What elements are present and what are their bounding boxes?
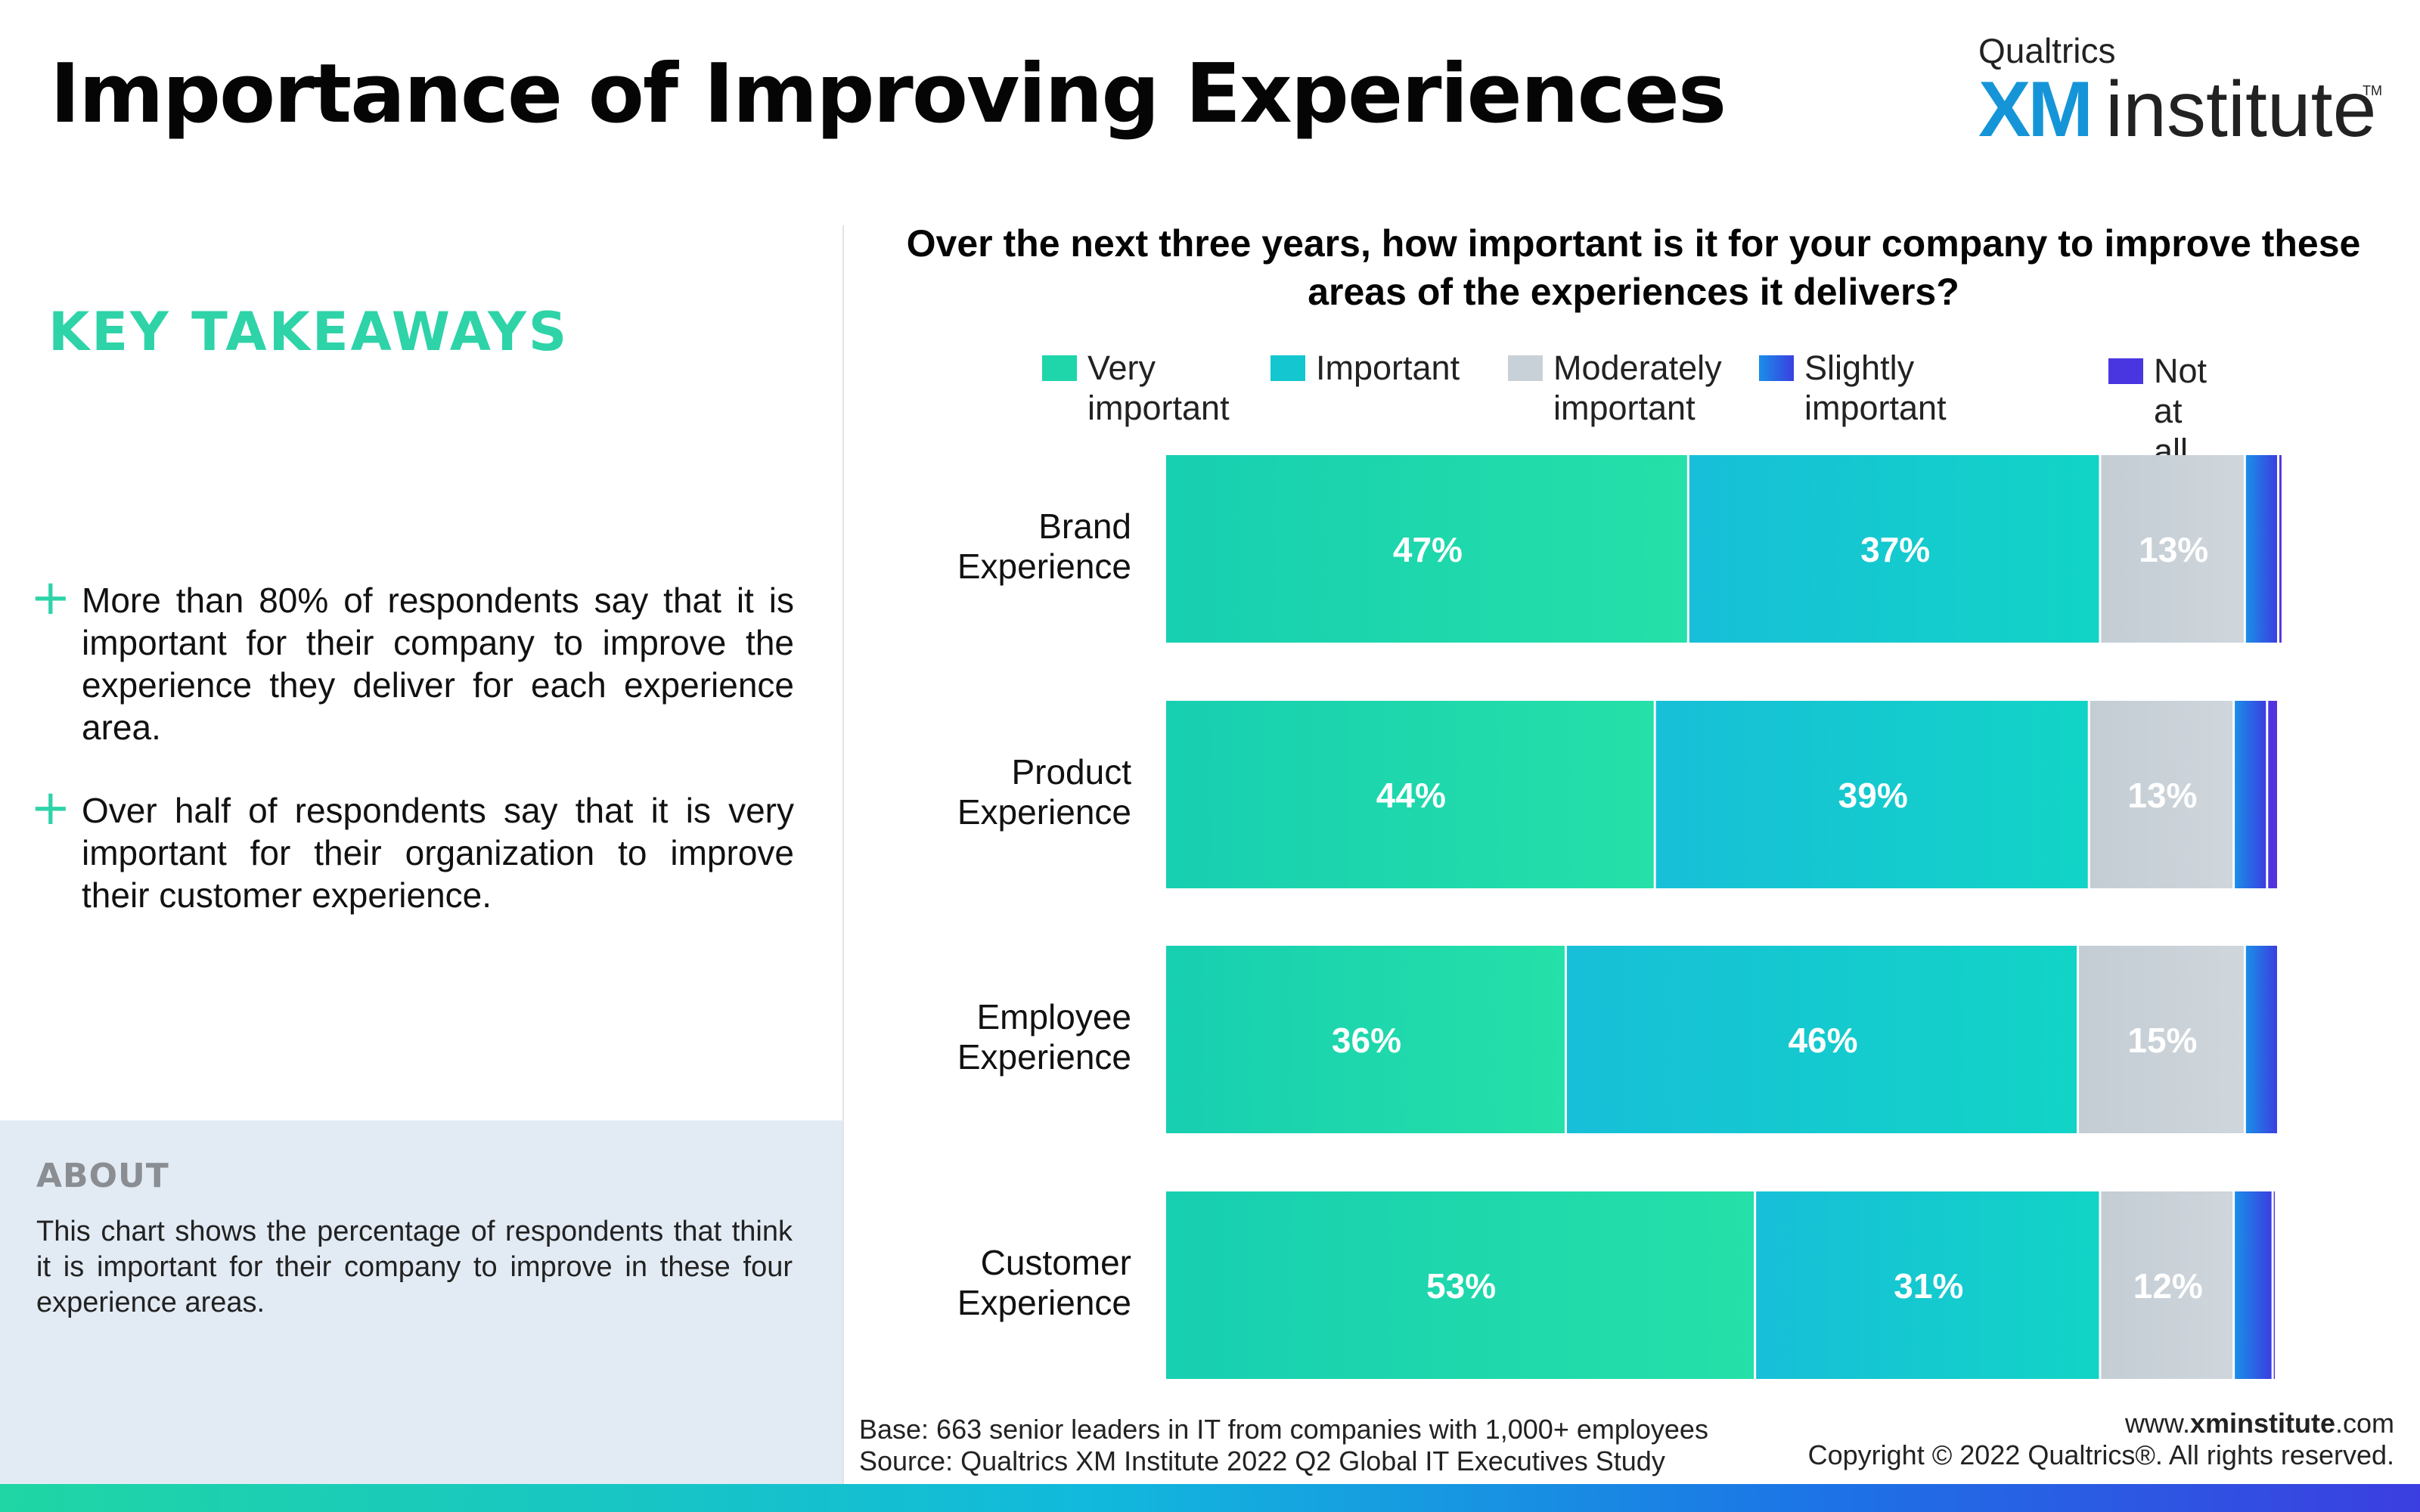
plus-icon: + [30, 780, 71, 836]
category-label: Brand Experience [957, 507, 1131, 586]
legend-swatch [1042, 355, 1077, 381]
xm-institute-logo: Qualtrics XM institute TM [1978, 30, 2382, 153]
legend-label: Very important [1087, 349, 1230, 427]
legend-item: Important [1270, 348, 1460, 388]
legend-label: Slightly important [1804, 349, 1947, 427]
takeaway-item: + More than 80% of respondents say that … [30, 570, 794, 748]
legend-swatch [2108, 358, 2143, 384]
takeaway-text: More than 80% of respondents say that it… [82, 581, 794, 747]
brand-gradient-strip [0, 1484, 2420, 1512]
bar-segment [1166, 1191, 1754, 1379]
bar-segment [1166, 946, 1565, 1133]
site-bold: xminstitute [2189, 1408, 2335, 1439]
legend-item: Moderately important [1508, 348, 1722, 428]
bar-value-label: 39% [1838, 776, 1908, 815]
bar-value-label: 13% [2139, 530, 2208, 569]
footnote-source: Source: Qualtrics XM Institute 2022 Q2 G… [859, 1445, 1665, 1476]
bar-segment [1655, 701, 2088, 888]
column-divider [842, 225, 844, 1484]
bar-segment [2101, 1191, 2233, 1379]
bar-value-label: 12% [2133, 1266, 2203, 1306]
bar-value-label: 13% [2127, 776, 2197, 815]
category-label: Employee Experience [957, 997, 1131, 1077]
legend-swatch [1508, 355, 1543, 381]
bar-segment [2090, 701, 2233, 888]
bar-value-label: 36% [1332, 1021, 1401, 1060]
category-label: Product Experience [957, 752, 1131, 832]
legend-label: Important [1316, 349, 1460, 387]
bar-segment [2245, 455, 2277, 643]
bar-segment [1566, 946, 2077, 1133]
chart-title: Over the next three years, how important… [906, 222, 2361, 313]
bar-segment [2079, 946, 2244, 1133]
category-label: Customer Experience [957, 1243, 1131, 1322]
legend-item: Slightly important [1759, 348, 1947, 428]
about-text: This chart shows the percentage of respo… [36, 1216, 793, 1318]
plus-icon: + [30, 570, 71, 626]
bar-value-label: 53% [1426, 1266, 1496, 1306]
footer-right: www.xminstitute.com Copyright © 2022 Qua… [1808, 1408, 2394, 1471]
legend-swatch [1270, 355, 1305, 381]
bar-segment [2268, 701, 2277, 888]
key-takeaways-heading: KEY TAKEAWAYS [48, 301, 569, 363]
bar-segment [1756, 1191, 2099, 1379]
site-suffix: .com [2335, 1408, 2394, 1439]
bar-value-label: 15% [2127, 1021, 2197, 1060]
website-link[interactable]: www.xminstitute.com [1808, 1408, 2394, 1439]
about-title: ABOUT [36, 1157, 169, 1195]
bar-segment [2235, 1191, 2272, 1379]
bar-segment [1689, 455, 2099, 643]
site-prefix: www. [2124, 1408, 2190, 1439]
bar-value-label: 44% [1376, 776, 1446, 815]
bar-segment [2235, 701, 2266, 888]
bar-segment [2245, 946, 2277, 1133]
bar-segment [2101, 455, 2244, 643]
bar-value-label: 46% [1788, 1021, 1857, 1060]
logo-institute: institute [2105, 66, 2377, 153]
bar-segment [1166, 701, 1654, 888]
logo-brand: Qualtrics [1978, 31, 2116, 70]
bar-value-label: 47% [1393, 530, 1463, 569]
bar-segment [2279, 455, 2282, 643]
legend-item: Very important [1042, 348, 1230, 428]
page-title: Importance of Improving Experiences [50, 47, 1727, 141]
takeaway-text: Over half of respondents say that it is … [82, 791, 794, 915]
about-panel: ABOUT This chart shows the percentage of… [0, 1120, 842, 1484]
footnote-base: Base: 663 senior leaders in IT from comp… [859, 1414, 1708, 1445]
bar-segment [1166, 455, 1687, 643]
copyright-text: Copyright © 2022 Qualtrics®. All rights … [1807, 1439, 2394, 1470]
bar-value-label: 31% [1894, 1266, 1963, 1306]
logo-trademark: TM [2363, 83, 2382, 98]
takeaway-item: + Over half of respondents say that it i… [30, 780, 794, 916]
legend-swatch [1759, 355, 1794, 381]
legend-label: Moderately important [1553, 349, 1722, 427]
bar-segment [2273, 1191, 2276, 1379]
logo-xm: XM [1978, 66, 2093, 153]
bar-value-label: 37% [1860, 530, 1930, 569]
